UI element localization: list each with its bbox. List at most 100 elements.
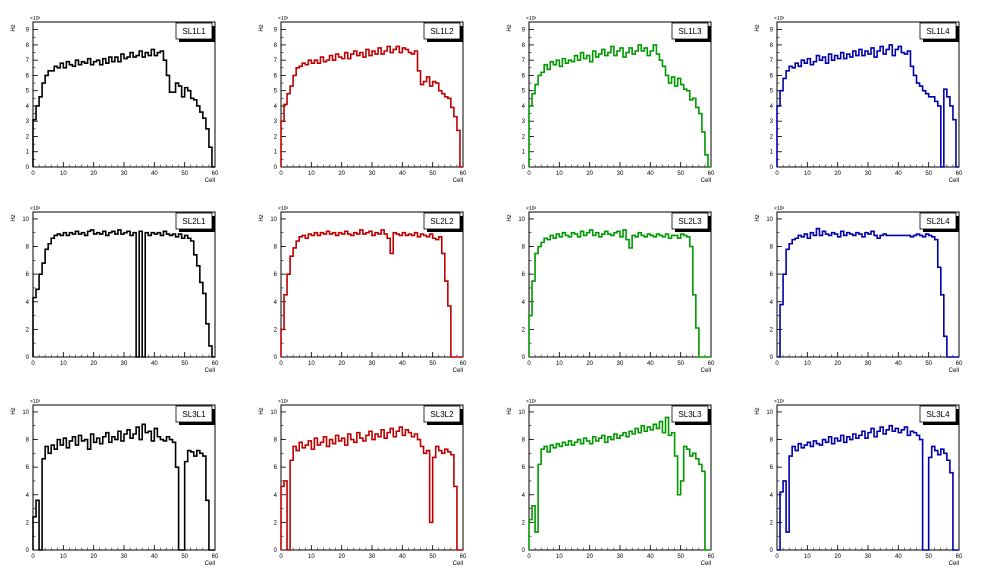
y-tick-label: 8	[522, 438, 526, 444]
chart-title: SL3L3	[678, 410, 702, 419]
x-tick-label: 10	[60, 361, 67, 367]
y-tick-label: 10	[766, 217, 773, 223]
x-tick-label: 30	[617, 361, 624, 367]
x-tick-label: 60	[460, 554, 467, 560]
title-box	[175, 22, 213, 40]
histogram-series	[528, 229, 711, 358]
y-tick-label: 2	[522, 134, 526, 140]
x-tick-label: 50	[181, 361, 188, 367]
y-tick-label: 10	[22, 410, 29, 416]
x-tick-label: 50	[925, 361, 932, 367]
y-tick-label: 8	[274, 438, 278, 444]
histogram-series	[280, 45, 463, 168]
y-exponent-label: ×10³	[526, 206, 536, 212]
title-box	[919, 405, 957, 423]
y-tick-label: 10	[766, 410, 773, 416]
x-tick-label: 60	[212, 361, 219, 367]
y-tick-label: 0	[274, 548, 278, 554]
y-axis-label: Hz	[507, 24, 513, 31]
y-exponent-label: ×10³	[774, 16, 784, 22]
x-tick-label: 20	[586, 554, 593, 560]
y-tick-label: 10	[22, 217, 29, 223]
x-tick-label: 20	[338, 554, 345, 560]
y-exponent-label: ×10³	[278, 16, 288, 22]
plot-frame	[32, 404, 216, 551]
y-tick-label: 4	[522, 104, 526, 110]
x-tick-label: 40	[151, 361, 158, 367]
y-tick-label: 6	[274, 73, 278, 79]
y-tick-label: 0	[26, 548, 30, 554]
x-tick-label: 50	[677, 361, 684, 367]
y-tick-label: 0	[274, 355, 278, 361]
chart-title: SL1L2	[430, 27, 454, 36]
x-tick-label: 10	[60, 171, 67, 177]
y-exponent-label: ×10³	[278, 206, 288, 212]
y-axis-label: Hz	[755, 214, 761, 221]
x-tick-label: 40	[895, 171, 902, 177]
y-exponent-label: ×10³	[30, 206, 40, 212]
y-tick-label: 2	[26, 327, 30, 333]
x-tick-label: 30	[865, 361, 872, 367]
x-tick-label: 0	[527, 171, 531, 177]
x-tick-label: 10	[556, 171, 563, 177]
y-tick-label: 8	[26, 43, 30, 49]
y-tick-label: 6	[770, 73, 774, 79]
y-axis-label: Hz	[259, 214, 265, 221]
x-tick-label: 50	[925, 171, 932, 177]
title-box	[919, 212, 957, 230]
y-tick-label: 0	[26, 165, 30, 171]
y-axis-label: Hz	[11, 24, 17, 31]
y-tick-label: 8	[522, 245, 526, 251]
x-tick-label: 0	[31, 361, 35, 367]
y-tick-label: 9	[770, 28, 774, 34]
x-axis-label: Cell	[205, 561, 215, 567]
chart-title: SL1L4	[926, 27, 950, 36]
y-tick-label: 4	[770, 493, 774, 499]
y-tick-label: 6	[26, 465, 30, 471]
y-tick-label: 2	[770, 520, 774, 526]
x-tick-label: 0	[527, 361, 531, 367]
x-axis-label: Cell	[453, 178, 463, 184]
x-tick-label: 0	[31, 171, 35, 177]
y-tick-label: 1	[522, 150, 526, 156]
x-tick-label: 60	[956, 171, 963, 177]
x-tick-label: 0	[279, 361, 283, 367]
histogram-series	[776, 44, 959, 168]
x-axis-label: Cell	[949, 178, 959, 184]
y-axis-label: Hz	[755, 24, 761, 31]
y-tick-label: 6	[522, 73, 526, 79]
y-axis-label: Hz	[507, 407, 513, 414]
x-tick-label: 0	[279, 554, 283, 560]
y-tick-label: 8	[522, 43, 526, 49]
y-tick-label: 1	[26, 150, 30, 156]
x-tick-label: 20	[90, 171, 97, 177]
y-tick-label: 0	[522, 355, 526, 361]
y-tick-label: 3	[770, 119, 774, 125]
x-tick-label: 40	[895, 554, 902, 560]
histogram-series	[32, 48, 215, 168]
x-tick-label: 60	[708, 361, 715, 367]
x-tick-label: 40	[151, 554, 158, 560]
y-tick-label: 8	[770, 43, 774, 49]
x-tick-label: 40	[895, 361, 902, 367]
y-tick-label: 0	[522, 548, 526, 554]
y-tick-label: 9	[522, 28, 526, 34]
y-exponent-label: ×10³	[774, 399, 784, 405]
x-tick-label: 40	[647, 554, 654, 560]
histogram-series	[280, 229, 463, 358]
x-tick-label: 20	[338, 171, 345, 177]
y-tick-label: 8	[26, 438, 30, 444]
plot-frame	[280, 404, 464, 551]
x-tick-label: 10	[60, 554, 67, 560]
y-axis-label: Hz	[11, 214, 17, 221]
y-tick-label: 2	[522, 327, 526, 333]
y-axis-label: Hz	[259, 24, 265, 31]
x-tick-label: 10	[556, 361, 563, 367]
chart-title: SL2L2	[430, 217, 454, 226]
title-box	[671, 212, 709, 230]
y-tick-label: 6	[770, 272, 774, 278]
